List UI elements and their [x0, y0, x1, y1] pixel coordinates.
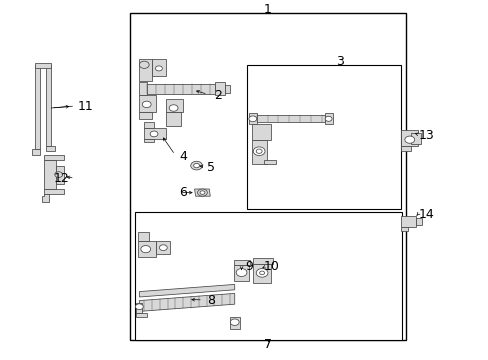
- Circle shape: [236, 269, 246, 276]
- Bar: [144, 84, 215, 94]
- Text: 6: 6: [179, 186, 187, 199]
- Polygon shape: [194, 189, 210, 196]
- Text: 10: 10: [263, 260, 279, 273]
- Polygon shape: [249, 113, 256, 124]
- Circle shape: [142, 101, 151, 108]
- Polygon shape: [44, 155, 63, 160]
- Text: 3: 3: [335, 55, 343, 68]
- Text: 12: 12: [53, 172, 69, 185]
- Polygon shape: [139, 293, 234, 311]
- Polygon shape: [32, 149, 40, 155]
- Circle shape: [169, 105, 178, 111]
- Polygon shape: [144, 122, 154, 128]
- Circle shape: [325, 116, 331, 121]
- Polygon shape: [156, 241, 170, 254]
- Polygon shape: [215, 82, 224, 95]
- Polygon shape: [264, 160, 276, 164]
- Circle shape: [248, 116, 256, 122]
- Polygon shape: [410, 133, 420, 144]
- Circle shape: [190, 161, 202, 170]
- Polygon shape: [139, 59, 151, 81]
- Polygon shape: [44, 189, 63, 194]
- Text: 5: 5: [207, 161, 215, 174]
- Polygon shape: [138, 241, 156, 257]
- Polygon shape: [41, 194, 49, 202]
- Polygon shape: [144, 128, 166, 139]
- Circle shape: [135, 304, 143, 310]
- Polygon shape: [415, 218, 421, 225]
- Polygon shape: [144, 139, 154, 142]
- Text: 7: 7: [264, 338, 271, 351]
- Polygon shape: [400, 130, 417, 146]
- Polygon shape: [253, 264, 271, 283]
- Polygon shape: [139, 112, 151, 119]
- Circle shape: [159, 245, 167, 251]
- Polygon shape: [233, 260, 250, 265]
- Circle shape: [230, 319, 239, 325]
- Text: 9: 9: [245, 260, 253, 273]
- Circle shape: [200, 191, 204, 194]
- Polygon shape: [166, 99, 183, 112]
- Polygon shape: [253, 258, 272, 264]
- Polygon shape: [325, 113, 332, 124]
- Polygon shape: [400, 146, 410, 151]
- Polygon shape: [229, 317, 239, 329]
- Circle shape: [141, 246, 150, 253]
- Polygon shape: [400, 216, 415, 227]
- Circle shape: [150, 131, 158, 137]
- Polygon shape: [151, 59, 166, 76]
- Bar: [246, 65, 400, 209]
- Polygon shape: [56, 166, 63, 184]
- Text: 13: 13: [418, 129, 433, 141]
- Circle shape: [55, 172, 62, 177]
- Bar: [129, 13, 405, 340]
- Bar: [254, 115, 325, 122]
- Polygon shape: [139, 284, 234, 297]
- Text: 14: 14: [418, 208, 433, 221]
- Polygon shape: [35, 65, 40, 149]
- Circle shape: [404, 136, 414, 143]
- Polygon shape: [139, 95, 156, 112]
- Circle shape: [193, 163, 199, 168]
- Circle shape: [256, 149, 262, 153]
- Polygon shape: [166, 112, 181, 126]
- Polygon shape: [44, 160, 56, 189]
- Circle shape: [253, 147, 264, 156]
- Circle shape: [155, 66, 162, 71]
- Text: 8: 8: [207, 294, 215, 307]
- Circle shape: [197, 189, 207, 196]
- Text: 1: 1: [264, 3, 271, 15]
- Circle shape: [139, 61, 149, 68]
- Bar: [135, 212, 401, 340]
- Circle shape: [256, 269, 267, 277]
- Polygon shape: [136, 303, 142, 313]
- Polygon shape: [138, 232, 149, 241]
- Polygon shape: [46, 65, 51, 146]
- Polygon shape: [139, 82, 146, 95]
- Polygon shape: [35, 63, 51, 68]
- Polygon shape: [400, 227, 407, 231]
- Polygon shape: [251, 124, 271, 140]
- Text: 4: 4: [179, 150, 187, 163]
- Polygon shape: [251, 140, 266, 164]
- Text: 2: 2: [213, 89, 221, 102]
- Polygon shape: [224, 85, 229, 93]
- Polygon shape: [46, 146, 55, 151]
- Text: 11: 11: [78, 100, 93, 113]
- Polygon shape: [136, 313, 146, 317]
- Circle shape: [259, 271, 264, 275]
- Polygon shape: [233, 265, 249, 281]
